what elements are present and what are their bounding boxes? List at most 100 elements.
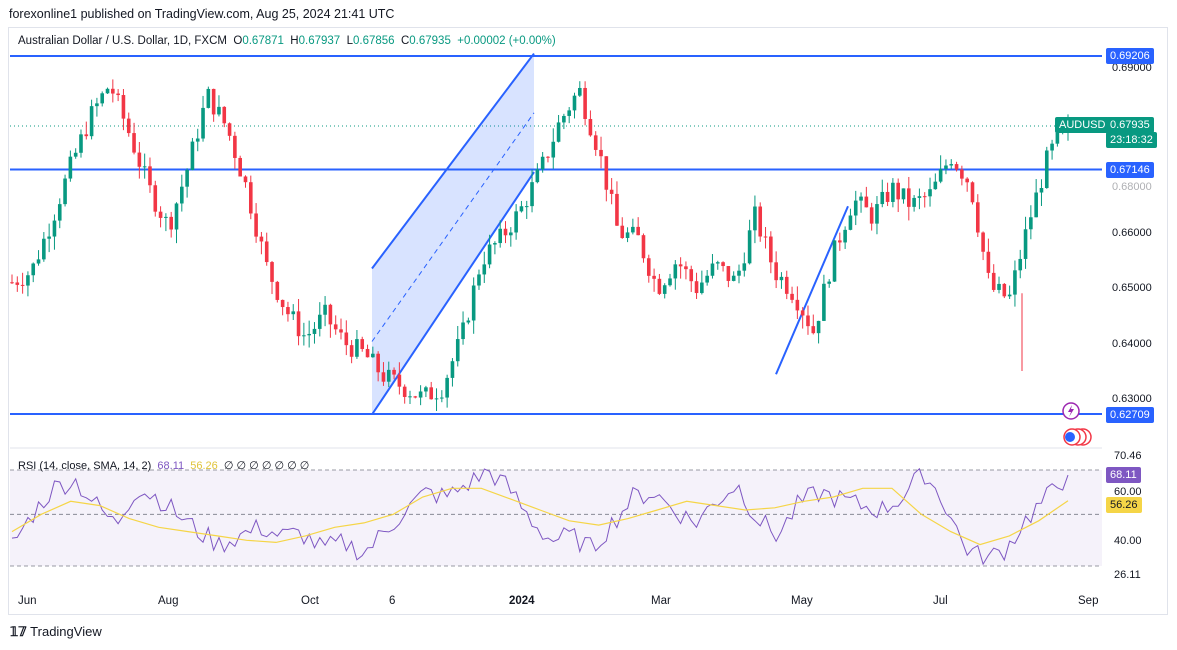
open-value: 0.67871 [242, 35, 284, 47]
candle-body [949, 164, 954, 166]
candle-body [79, 134, 83, 153]
current-price-tag[interactable]: 0.67935 [1106, 117, 1154, 133]
candle-body [185, 169, 189, 187]
candle-body [137, 152, 142, 167]
candle-body [105, 88, 110, 94]
candle-body [859, 196, 863, 201]
candle-body [148, 166, 152, 186]
candle-body [556, 122, 561, 142]
candle-body [386, 369, 391, 382]
candle-body [710, 263, 715, 276]
candle-body [928, 189, 932, 197]
candle-body [577, 87, 582, 96]
symbol-tag[interactable]: AUDUSD [1055, 117, 1110, 133]
rsi-band [10, 470, 1102, 566]
candle-body [142, 166, 147, 168]
candle-body [227, 123, 232, 136]
candle-body [180, 186, 184, 204]
candle-body [482, 264, 487, 275]
candle-body [912, 197, 916, 207]
candle-body [36, 259, 41, 264]
channel-mid-line [371, 112, 535, 342]
candle-body [402, 386, 407, 397]
candle-body [461, 322, 465, 340]
candle-body [493, 243, 497, 245]
candle-body [705, 275, 709, 283]
candle-body [440, 397, 444, 399]
candle-body [599, 149, 603, 157]
candle-body [997, 283, 1001, 290]
candle-body [312, 328, 317, 334]
candle-body [933, 181, 938, 190]
candle-body [286, 307, 290, 315]
candle-body [1050, 143, 1054, 151]
candle-body [73, 152, 78, 157]
candle-body [795, 299, 800, 311]
time-label: Mar [651, 595, 671, 607]
candle-body [174, 203, 179, 230]
candle-body [158, 211, 163, 218]
candle-body [450, 361, 455, 378]
candle-body [455, 339, 460, 362]
candle-body [408, 396, 412, 398]
candle-body [1013, 270, 1017, 295]
time-label: Jun [18, 595, 37, 607]
symbol-legend[interactable]: Australian Dollar / U.S. Dollar, 1D, FXC… [18, 35, 556, 47]
time-label: Oct [301, 595, 319, 607]
candle-body [519, 206, 524, 212]
lightning-icon [1068, 405, 1074, 417]
candle-body [355, 339, 359, 357]
candle-body [1023, 229, 1028, 259]
rsi-tick: 70.46 [1114, 450, 1142, 462]
candle-body [47, 236, 51, 239]
candle-body [397, 374, 402, 387]
candle-body [434, 398, 439, 400]
candle-body [965, 178, 969, 183]
candle-body [42, 238, 46, 260]
candle-body [317, 314, 322, 329]
candle-body [275, 281, 280, 300]
candle-body [259, 236, 264, 242]
candle-body [1029, 217, 1033, 230]
candle-body [323, 304, 327, 315]
candle-body [737, 270, 741, 276]
rsi-extra: ∅ ∅ ∅ ∅ ∅ ∅ ∅ [223, 460, 310, 472]
candle-body [816, 320, 821, 334]
candle-body [535, 169, 540, 183]
candle-body [339, 329, 343, 333]
candle-body [588, 118, 593, 136]
candle-body [1007, 294, 1012, 297]
candle-body [371, 353, 375, 358]
candle-body [84, 134, 89, 137]
candle-body [609, 189, 614, 194]
candle-body [763, 236, 768, 238]
level-tag-mid[interactable]: 0.67146 [1106, 162, 1154, 178]
candle-body [381, 372, 386, 382]
candle-body [843, 229, 847, 243]
time-label: Jul [933, 595, 948, 607]
candle-body [15, 282, 20, 285]
level-tag-bottom[interactable]: 0.62709 [1106, 407, 1154, 423]
candle-body [678, 264, 683, 267]
candle-body [822, 283, 826, 321]
candle-body [487, 244, 492, 265]
price-tick: 0.65000 [1112, 282, 1152, 294]
candle-body [126, 118, 131, 134]
rsi-legend[interactable]: RSI (14, close, SMA, 14, 2) 68.11 56.26 … [18, 459, 309, 472]
candle-body [970, 182, 975, 203]
rsi-value-tag: 68.11 [1106, 467, 1141, 483]
candle-body [503, 228, 508, 236]
candle-body [530, 182, 534, 207]
tradingview-logo[interactable]: 𝟙𝟟 TradingView [10, 624, 102, 640]
candle-body [424, 387, 428, 392]
candle-body [121, 95, 126, 119]
chart-frame[interactable] [8, 27, 1168, 615]
candle-body [758, 206, 763, 237]
level-tag-top[interactable]: 0.69206 [1106, 48, 1154, 64]
candle-body [254, 213, 258, 237]
candle-body [509, 232, 513, 236]
candle-body [20, 284, 25, 286]
candle-body [418, 391, 423, 398]
rsi-sma-line [11, 487, 1069, 546]
